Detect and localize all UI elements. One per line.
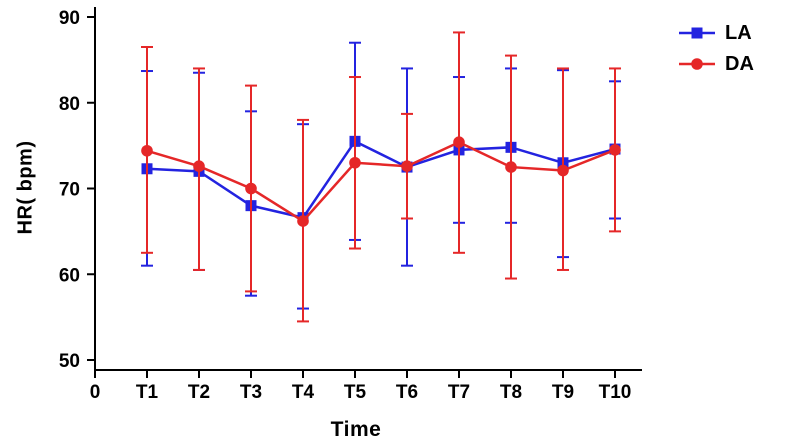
legend-key-da bbox=[679, 58, 715, 70]
y-tick-label: 60 bbox=[59, 265, 80, 286]
marker-circle-DA bbox=[453, 136, 465, 148]
y-tick-label: 50 bbox=[59, 351, 80, 372]
x-axis-title: Time bbox=[330, 418, 382, 441]
x-tick-label: T10 bbox=[599, 382, 632, 403]
series-DA bbox=[141, 31, 621, 323]
legend-item-la: LA bbox=[678, 20, 754, 46]
legend-key-la bbox=[679, 27, 715, 39]
la-square-marker-icon bbox=[691, 27, 703, 39]
y-axis-title: HR( bpm) bbox=[14, 140, 37, 235]
x-tick-label: T4 bbox=[292, 382, 315, 403]
axes bbox=[87, 7, 642, 378]
legend-label-da: DA bbox=[725, 52, 754, 75]
marker-circle-DA bbox=[505, 161, 517, 173]
legend-label-la: LA bbox=[725, 21, 752, 44]
tick-labels: 50 60 70 80 90 0 T1 T2 T3 T4 T5 T6 T7 T8 T9 T10 bbox=[59, 8, 632, 403]
x-tick-label: T5 bbox=[344, 382, 367, 403]
x-tick-label: T6 bbox=[396, 382, 418, 403]
y-tick-label: 80 bbox=[59, 94, 80, 115]
series-line-DA bbox=[146, 140, 616, 223]
x-tick-label-origin: 0 bbox=[90, 382, 101, 403]
marker-circle-DA bbox=[557, 164, 569, 177]
series-LA bbox=[141, 41, 621, 310]
legend-item-da: DA bbox=[678, 51, 754, 77]
x-tick-label: T7 bbox=[448, 382, 470, 403]
x-tick-label: T2 bbox=[188, 382, 210, 403]
marker-circle-DA bbox=[193, 160, 205, 173]
marker-circle-DA bbox=[401, 160, 413, 173]
y-tick-label: 70 bbox=[59, 180, 80, 201]
marker-circle-DA bbox=[609, 144, 621, 156]
marker-circle-DA bbox=[245, 182, 257, 195]
y-tick-label: 90 bbox=[59, 8, 80, 29]
marker-circle-DA bbox=[141, 144, 153, 157]
x-tick-label: T8 bbox=[500, 382, 522, 403]
series-line-LA bbox=[146, 139, 616, 220]
x-tick-label: T3 bbox=[240, 382, 262, 403]
marker-circle-DA bbox=[349, 156, 361, 169]
da-circle-marker-icon bbox=[691, 58, 703, 70]
legend: LA DA bbox=[678, 20, 754, 82]
x-tick-label: T1 bbox=[136, 382, 159, 403]
x-tick-label: T9 bbox=[552, 382, 574, 403]
marker-circle-DA bbox=[297, 215, 309, 227]
